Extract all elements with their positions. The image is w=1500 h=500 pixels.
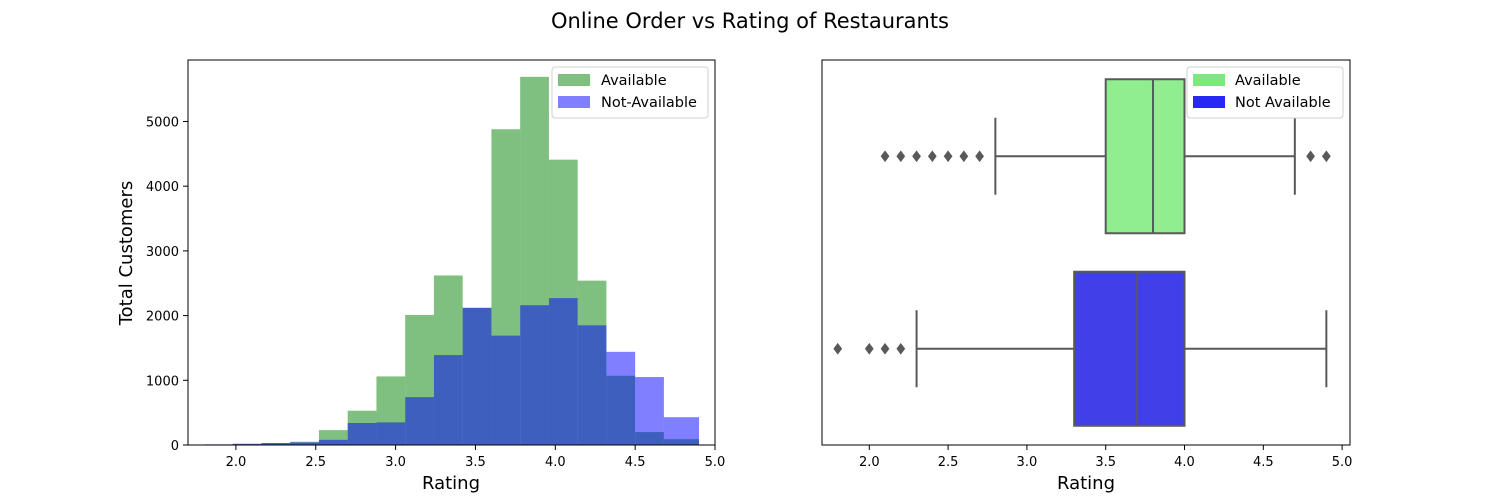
legend-swatch-not-available <box>558 96 590 108</box>
boxplot-legend-box <box>1186 66 1344 119</box>
x-tick-label: 3.5 <box>1095 455 1116 470</box>
histogram-bar-not-available <box>261 443 291 445</box>
boxplot-axes-frame <box>821 59 1351 446</box>
x-tick-label: 4.0 <box>1174 455 1195 470</box>
y-tick-label: 5000 <box>146 115 179 130</box>
x-tick-label: 5.0 <box>705 455 726 470</box>
x-tick-label: 3.5 <box>465 455 486 470</box>
boxplot-marks <box>833 78 1331 427</box>
histogram-bar-not-available <box>635 377 664 445</box>
x-tick-label: 2.5 <box>938 455 959 470</box>
histogram-y-ticks: 0 1000 2000 3000 4000 5000 <box>146 115 188 454</box>
outlier-point-available <box>959 150 969 163</box>
histogram-bar-not-available <box>318 439 348 445</box>
outlier-point-not-available <box>833 342 843 355</box>
histogram-x-ticks: 2.0 2.5 3.0 3.5 4.0 4.5 5.0 <box>226 445 726 470</box>
legend-swatch-available <box>558 74 590 86</box>
boxplot-panel: 2.0 2.5 3.0 3.5 4.0 4.5 5.0 Rating Available N… <box>821 59 1353 494</box>
histogram-bar-not-available <box>290 442 319 445</box>
x-tick-label: 5.0 <box>1332 455 1353 470</box>
outlier-point-not-available <box>896 342 906 355</box>
x-tick-label: 2.5 <box>305 455 326 470</box>
y-tick-label: 2000 <box>146 310 179 325</box>
histogram-legend-box <box>551 66 709 119</box>
y-tick-label: 3000 <box>146 245 179 260</box>
x-tick-label: 3.0 <box>1017 455 1038 470</box>
histogram-bar-not-available <box>433 355 463 445</box>
x-tick-label: 2.0 <box>226 455 247 470</box>
outlier-point-available <box>896 150 906 163</box>
legend-swatch-available <box>1193 74 1225 86</box>
outlier-point-available <box>880 150 890 163</box>
y-tick-label: 0 <box>171 439 179 454</box>
figure-title: Online Order vs Rating of Restaurants <box>551 9 949 33</box>
legend-swatch-not-available <box>1193 96 1225 108</box>
histogram-bar-not-available <box>491 335 521 445</box>
histogram-x-axis-label: Rating <box>422 473 480 494</box>
histogram-bar-not-available <box>405 397 434 445</box>
outlier-point-available <box>912 150 921 163</box>
outlier-point-available <box>1321 150 1331 163</box>
x-tick-label: 2.0 <box>859 455 880 470</box>
y-tick-label: 1000 <box>146 374 179 389</box>
outlier-point-available <box>943 150 953 163</box>
histogram-legend: Available Not-Available <box>551 66 709 119</box>
outlier-point-available <box>927 150 937 163</box>
histogram-bar-not-available <box>520 305 549 445</box>
box-not-available <box>1073 270 1186 427</box>
x-tick-label: 4.0 <box>545 455 566 470</box>
histogram-bar-not-available <box>376 422 406 445</box>
legend-label-available: Available <box>601 73 667 89</box>
y-tick-label: 4000 <box>146 180 179 195</box>
histogram-panel: 2.0 2.5 3.0 3.5 4.0 4.5 5.0 0 1000 2000 3000 4000 5… <box>116 59 726 494</box>
boxplot-x-axis-label: Rating <box>1057 473 1115 494</box>
histogram-bar-not-available <box>232 443 262 445</box>
histogram-bar-not-available <box>577 325 607 445</box>
boxplot-x-ticks: 2.0 2.5 3.0 3.5 4.0 4.5 5.0 <box>859 445 1353 470</box>
histogram-bar-not-available <box>606 351 636 445</box>
legend-label-not-available: Not Available <box>1235 95 1331 111</box>
histogram-bars <box>203 76 700 445</box>
histogram-bar-not-available <box>548 298 578 445</box>
histogram-axes-frame <box>187 59 716 446</box>
outlier-point-available <box>975 150 984 163</box>
x-tick-label: 3.0 <box>385 455 406 470</box>
histogram-bar-not-available <box>462 307 492 445</box>
outlier-point-not-available <box>880 342 890 355</box>
box-available <box>1104 78 1186 235</box>
legend-label-not-available: Not-Available <box>601 95 697 111</box>
x-tick-label: 4.5 <box>625 455 646 470</box>
histogram-bar-not-available <box>663 417 700 445</box>
legend-label-available: Available <box>1235 73 1301 89</box>
histogram-y-axis-label: Total Customers <box>116 181 137 327</box>
x-tick-label: 4.5 <box>1253 455 1274 470</box>
histogram-bar-not-available <box>347 423 377 445</box>
boxplot-legend: Available Not Available <box>1186 66 1344 119</box>
outlier-point-available <box>1306 150 1315 163</box>
outlier-point-not-available <box>864 342 874 355</box>
